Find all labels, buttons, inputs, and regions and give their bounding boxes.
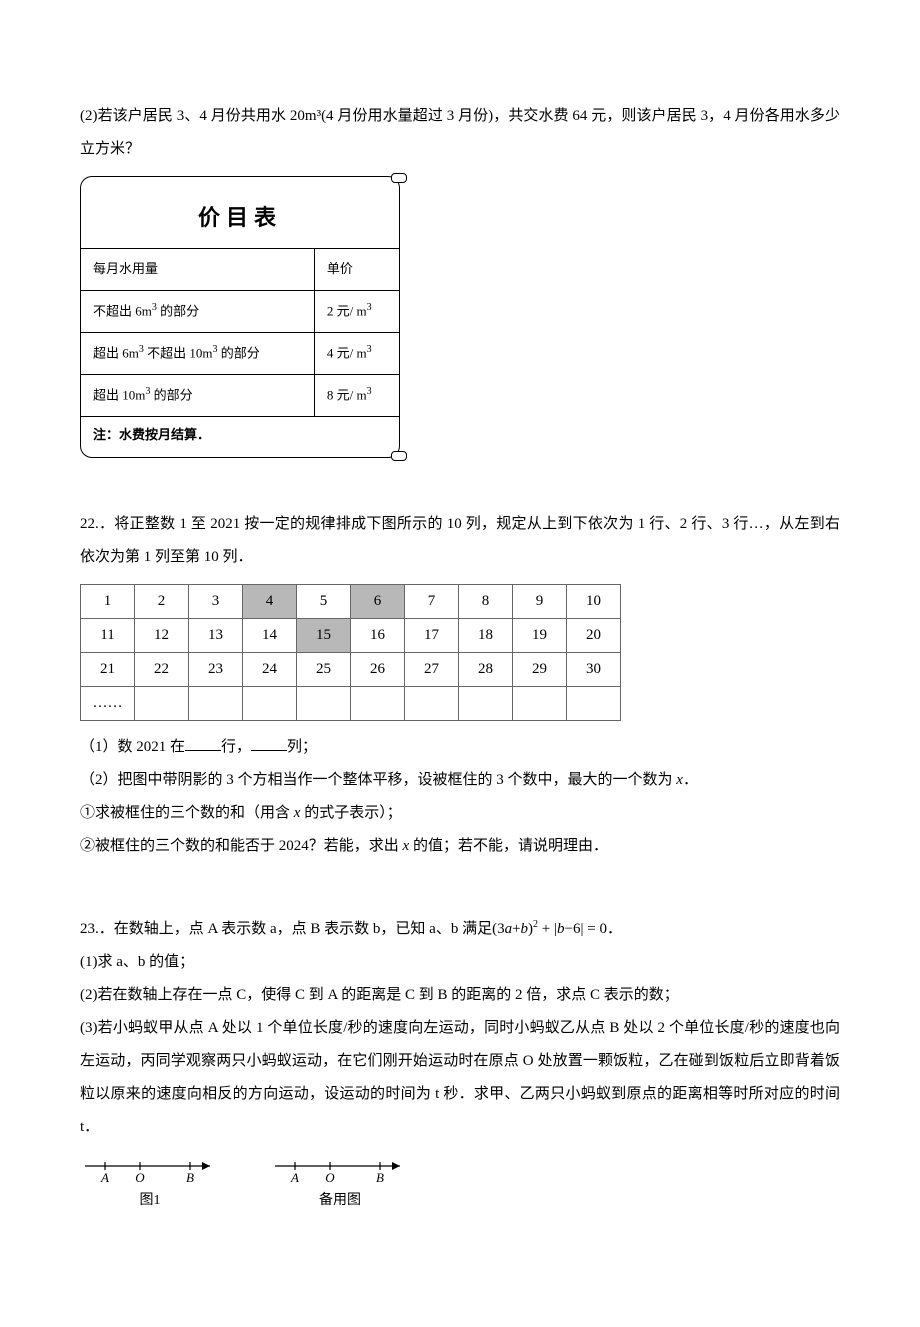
price-row: 不超出 6m3 的部分 2 元/ m3 [81, 290, 400, 332]
p23-q1: (1)求 a、b 的值； [80, 946, 840, 979]
grid-cell [405, 687, 459, 721]
grid-cell: 1 [81, 585, 135, 619]
p22-q2-intro: （2）把图中带阴影的 3 个方相当作一个整体平移，设被框住的 3 个数中，最大的… [80, 764, 840, 797]
p23-intro-b: ． [607, 921, 622, 937]
number-line-1: A O B [80, 1154, 220, 1184]
problem-22: 22.．将正整数 1 至 2021 按一定的规律排成下图所示的 10 列，规定从… [80, 508, 840, 863]
p23-intro: 23.．在数轴上，点 A 表示数 a，点 B 表示数 b，已知 a、b 满足(3… [80, 913, 840, 946]
price-cell: 不超出 6m3 的部分 [81, 290, 315, 332]
grid-cell: 27 [405, 653, 459, 687]
svg-text:A: A [290, 1170, 299, 1184]
diagram-1-label: 图1 [80, 1186, 220, 1217]
grid-cell [135, 687, 189, 721]
grid-cell: 21 [81, 653, 135, 687]
grid-cell: 11 [81, 619, 135, 653]
blank-row [185, 736, 221, 751]
blank-col [251, 736, 287, 751]
svg-text:O: O [135, 1170, 145, 1184]
grid-cell: 7 [405, 585, 459, 619]
grid-cell: 16 [351, 619, 405, 653]
grid-cell: 3 [189, 585, 243, 619]
grid-cell: 18 [459, 619, 513, 653]
grid-cell-shaded: 15 [297, 619, 351, 653]
svg-text:A: A [100, 1170, 109, 1184]
problem-23: 23.．在数轴上，点 A 表示数 a，点 B 表示数 b，已知 a、b 满足(3… [80, 913, 840, 1217]
grid-cell: 28 [459, 653, 513, 687]
p22-q2-1: ①求被框住的三个数的和（用含 x 的式子表示）； [80, 797, 840, 830]
price-cell: 2 元/ m3 [314, 290, 399, 332]
grid-cell [243, 687, 297, 721]
grid-cell: 9 [513, 585, 567, 619]
grid-cell: 24 [243, 653, 297, 687]
p23-formula: (3a+b)2 + |b−6| = 0 [492, 921, 607, 937]
grid-cell: 13 [189, 619, 243, 653]
number-line-2: A O B [270, 1154, 410, 1184]
p23-intro-a: 23.．在数轴上，点 A 表示数 a，点 B 表示数 b，已知 a、b 满足 [80, 921, 492, 937]
clip-icon-bottom [391, 451, 407, 461]
grid-row: 1 2 3 4 5 6 7 8 9 10 [81, 585, 621, 619]
grid-cell [297, 687, 351, 721]
price-cell: 8 元/ m3 [314, 374, 399, 416]
grid-cell [351, 687, 405, 721]
grid-cell: 26 [351, 653, 405, 687]
grid-row: 11 12 13 14 15 16 17 18 19 20 [81, 619, 621, 653]
grid-cell: 29 [513, 653, 567, 687]
price-cell: 超出 10m3 的部分 [81, 374, 315, 416]
diagram-1: A O B 图1 [80, 1154, 220, 1217]
problem-21-part2: (2)若该户居民 3、4 月份共用水 20m³(4 月份用水量超过 3 月份)，… [80, 100, 840, 458]
grid-cell: 5 [297, 585, 351, 619]
grid-cell [513, 687, 567, 721]
svg-text:O: O [325, 1170, 335, 1184]
p21-part2-text: (2)若该户居民 3、4 月份共用水 20m³(4 月份用水量超过 3 月份)，… [80, 100, 840, 166]
grid-cell-shaded: 6 [351, 585, 405, 619]
diagram-2-label: 备用图 [270, 1186, 410, 1217]
svg-text:B: B [186, 1170, 194, 1184]
clip-icon-top [391, 173, 407, 183]
grid-cell [459, 687, 513, 721]
grid-cell: 14 [243, 619, 297, 653]
grid-cell-shaded: 4 [243, 585, 297, 619]
diagram-2: A O B 备用图 [270, 1154, 410, 1217]
grid-cell: 30 [567, 653, 621, 687]
number-grid: 1 2 3 4 5 6 7 8 9 10 11 12 13 14 15 16 1… [80, 584, 621, 721]
price-note: 注：水费按月结算． [80, 417, 400, 459]
price-box: 价目表 每月水用量 单价 不超出 6m3 的部分 2 元/ m3 超出 6m3 … [80, 176, 400, 458]
grid-cell: 20 [567, 619, 621, 653]
grid-cell: 8 [459, 585, 513, 619]
number-line-diagrams: A O B 图1 A O B 备用图 [80, 1154, 840, 1217]
price-title: 价目表 [80, 188, 400, 248]
p23-q2: (2)若在数轴上存在一点 C，使得 C 到 A 的距离是 C 到 B 的距离的 … [80, 979, 840, 1012]
price-row: 超出 10m3 的部分 8 元/ m3 [81, 374, 400, 416]
p22-intro: 22.．将正整数 1 至 2021 按一定的规律排成下图所示的 10 列，规定从… [80, 508, 840, 574]
grid-cell [189, 687, 243, 721]
svg-text:B: B [376, 1170, 384, 1184]
price-header-usage: 每月水用量 [81, 249, 315, 291]
p22-q2-2: ②被框住的三个数的和能否于 2024？若能，求出 x 的值；若不能，请说明理由． [80, 830, 840, 863]
grid-cell [567, 687, 621, 721]
price-header-row: 每月水用量 单价 [81, 249, 400, 291]
p22-q1-a: （1）数 2021 在 [80, 739, 185, 755]
grid-cell: 23 [189, 653, 243, 687]
price-row: 超出 6m3 不超出 10m3 的部分 4 元/ m3 [81, 332, 400, 374]
p22-q1-c: 列； [287, 739, 317, 755]
p22-q1-b: 行， [221, 739, 251, 755]
price-note-text: 注：水费按月结算． [93, 427, 210, 442]
grid-cell: 2 [135, 585, 189, 619]
grid-cell: 12 [135, 619, 189, 653]
price-cell: 超出 6m3 不超出 10m3 的部分 [81, 332, 315, 374]
grid-row: 21 22 23 24 25 26 27 28 29 30 [81, 653, 621, 687]
price-table: 每月水用量 单价 不超出 6m3 的部分 2 元/ m3 超出 6m3 不超出 … [80, 248, 400, 416]
p23-q3: (3)若小蚂蚁甲从点 A 处以 1 个单位长度/秒的速度向左运动，同时小蚂蚁乙从… [80, 1012, 840, 1144]
grid-row: …… [81, 687, 621, 721]
grid-cell: …… [81, 687, 135, 721]
grid-cell: 10 [567, 585, 621, 619]
grid-cell: 19 [513, 619, 567, 653]
grid-cell: 25 [297, 653, 351, 687]
price-top-border [80, 176, 400, 188]
price-header-price: 单价 [314, 249, 399, 291]
grid-cell: 22 [135, 653, 189, 687]
p22-q1: （1）数 2021 在 行， 列； [80, 731, 840, 764]
price-cell: 4 元/ m3 [314, 332, 399, 374]
grid-cell: 17 [405, 619, 459, 653]
